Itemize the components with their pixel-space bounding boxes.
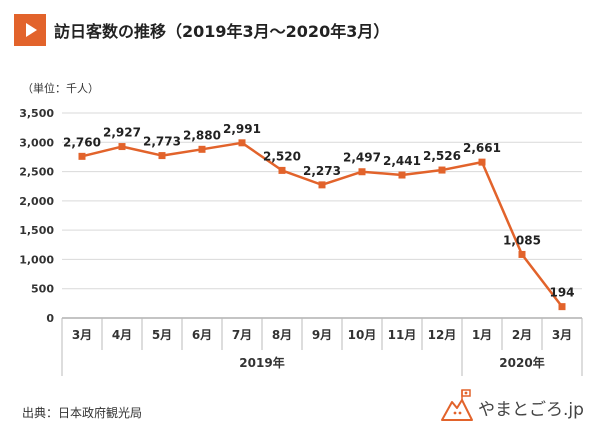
y-tick-label: 2,500 (19, 166, 54, 179)
data-point (558, 303, 566, 311)
data-point (238, 139, 246, 147)
data-label: 2,497 (343, 151, 381, 165)
x-tick-label: 11月 (388, 328, 417, 342)
year-group-label: 2020年 (499, 355, 544, 370)
data-label: 2,927 (103, 126, 141, 140)
x-tick-label: 3月 (552, 328, 572, 342)
data-label: 2,526 (423, 149, 461, 163)
y-tick-label: 3,500 (19, 107, 54, 120)
data-label: 2,773 (143, 135, 181, 149)
data-point (278, 166, 286, 174)
x-tick-label: 6月 (192, 328, 212, 342)
data-label: 2,880 (183, 128, 221, 142)
x-tick-label: 12月 (428, 328, 457, 342)
data-point (438, 166, 446, 174)
data-point (318, 181, 326, 189)
x-tick-label: 1月 (472, 328, 492, 342)
data-label: 1,085 (503, 233, 541, 247)
y-tick-label: 0 (46, 312, 54, 325)
data-point (358, 168, 366, 176)
y-tick-label: 3,000 (19, 136, 54, 149)
data-point (398, 171, 406, 179)
data-label: 2,760 (63, 135, 101, 149)
data-label: 2,661 (463, 141, 501, 155)
chart-title: 訪日客数の推移（2019年3月〜2020年3月） (54, 22, 390, 41)
x-tick-label: 10月 (348, 328, 377, 342)
logo-text: やまとごろ.jp (478, 400, 584, 420)
y-tick-label: 1,000 (19, 253, 54, 266)
x-tick-label: 9月 (312, 328, 332, 342)
data-label: 2,273 (303, 164, 341, 178)
x-tick-label: 4月 (112, 328, 132, 342)
year-group-label: 2019年 (239, 355, 284, 370)
data-point (158, 152, 166, 160)
data-point (198, 145, 206, 153)
unit-label: （単位：千人） (22, 82, 99, 95)
y-tick-label: 2,000 (19, 195, 54, 208)
play-icon (14, 14, 46, 46)
x-tick-label: 7月 (232, 328, 252, 342)
data-point (118, 143, 126, 151)
data-label: 2,991 (223, 122, 261, 136)
site-logo[interactable]: やまとごろ.jp (440, 388, 584, 422)
y-tick-label: 1,500 (19, 224, 54, 237)
x-tick-label: 5月 (152, 328, 172, 342)
data-label: 194 (549, 286, 574, 300)
x-tick-label: 3月 (72, 328, 92, 342)
chart-header: 訪日客数の推移（2019年3月〜2020年3月） (14, 14, 389, 46)
x-tick-label: 8月 (272, 328, 292, 342)
data-point (518, 250, 526, 258)
data-label: 2,441 (383, 154, 421, 168)
data-label: 2,520 (263, 149, 301, 163)
data-point (78, 152, 86, 160)
data-point (478, 158, 486, 166)
y-tick-label: 500 (31, 283, 54, 296)
source-note: 出典：日本政府観光局 (22, 406, 143, 420)
mountain-flag-mascot-icon (441, 389, 473, 421)
x-tick-label: 2月 (512, 328, 532, 342)
